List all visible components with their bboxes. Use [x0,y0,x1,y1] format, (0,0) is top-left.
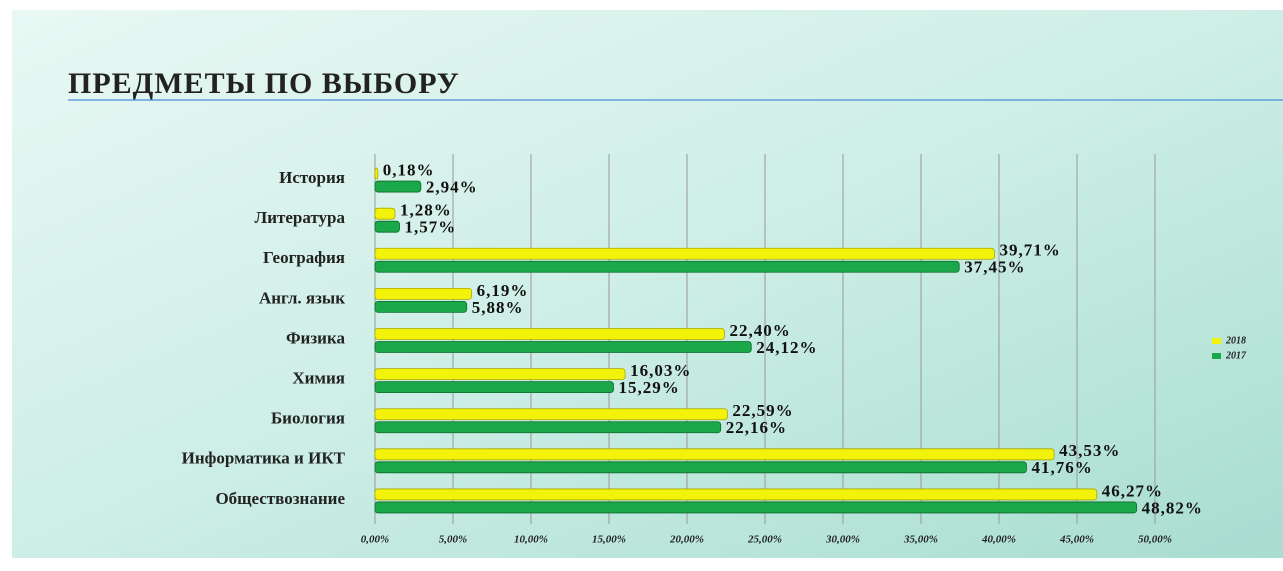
legend-swatch [1212,338,1221,344]
y-tick-label: Физика [286,328,346,347]
value-label: 2,94% [426,177,478,196]
bar [374,408,728,421]
y-tick-label: География [263,248,345,267]
value-label: 48,82% [1142,498,1203,517]
bar [374,461,1027,474]
value-label: 43,53% [1059,441,1120,460]
bar [374,328,725,340]
value-label: 16,03% [630,361,691,380]
x-tick-label: 15,00% [592,534,626,546]
y-tick-label: Англ. язык [259,288,345,307]
bar [374,448,1055,461]
value-label: 5,88% [472,298,524,317]
value-label: 0,18% [383,160,435,179]
x-tick-label: 35,00% [903,534,938,546]
value-label: 1,57% [404,218,456,237]
x-tick-label: 20,00% [669,534,704,546]
bar [374,368,626,381]
value-label: 41,76% [1031,458,1092,477]
y-tick-label: Обществознание [215,489,345,508]
y-tick-label: Биология [271,409,345,428]
bar [374,167,379,180]
value-label: 6,19% [477,281,529,300]
value-label: 46,27% [1102,481,1163,500]
bar [374,488,1098,501]
y-tick-label: История [279,168,345,187]
bar [374,300,468,313]
chart-title: ПРЕДМЕТЫ ПО ВЫБОРУ [68,67,460,100]
bar [374,207,396,220]
value-label: 1,28% [400,201,452,220]
value-label: 37,45% [964,258,1025,277]
bar [374,180,422,193]
x-tick-label: 10,00% [514,534,548,546]
x-tick-label: 50,00% [1138,534,1172,546]
value-label: 24,12% [756,338,817,357]
bar [374,260,960,273]
bar [374,421,722,434]
bar [374,287,472,300]
x-tick-label: 30,00% [825,534,860,546]
x-tick-label: 25,00% [747,534,782,546]
bar [374,220,400,233]
y-tick-label: Химия [292,369,345,388]
value-label: 39,71% [999,241,1060,260]
bar [374,381,614,394]
value-label: 22,40% [729,321,790,340]
x-tick-label: 5,00% [439,534,467,546]
legend-label: 2018 [1225,335,1246,346]
bar [374,247,995,260]
value-label: 15,29% [619,378,680,397]
value-label: 22,59% [732,401,793,420]
bar [374,341,752,353]
x-tick-label: 40,00% [981,534,1016,546]
y-tick-label: Информатика и ИКТ [182,449,346,468]
x-tick-label: 0,00% [361,534,389,546]
value-label: 22,16% [726,418,787,437]
x-tick-label: 45,00% [1059,534,1094,546]
legend-swatch [1212,353,1221,359]
legend-label: 2017 [1225,350,1247,361]
y-tick-label: Литература [255,208,346,227]
bar [374,501,1137,514]
